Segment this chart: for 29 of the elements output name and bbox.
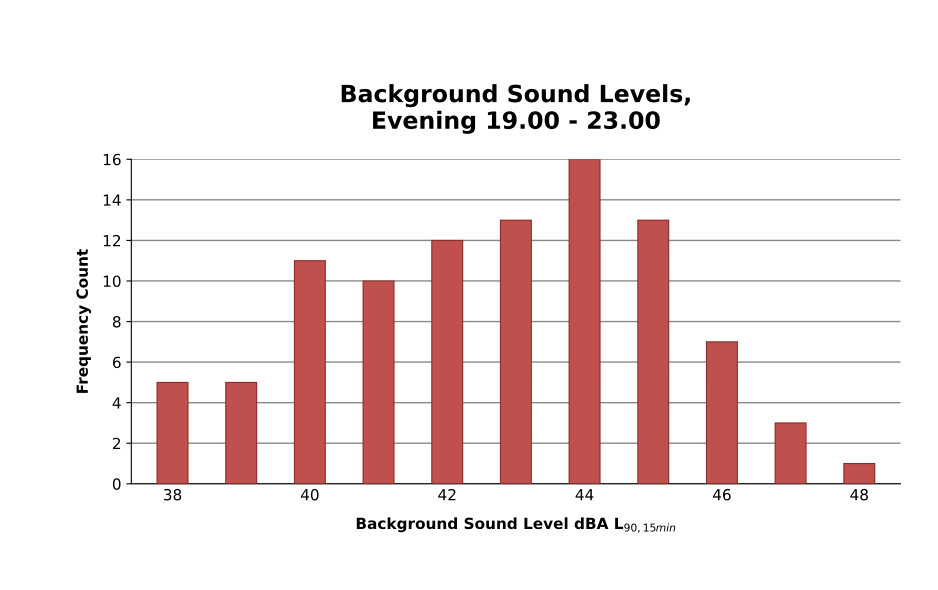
y-tick-label: 6 <box>112 356 121 368</box>
y-tick-label: 14 <box>104 194 121 206</box>
y-tick-label: 12 <box>104 234 120 246</box>
bar <box>294 260 326 484</box>
x-tick-label: 48 <box>850 488 868 500</box>
y-tick-label: 8 <box>112 316 121 328</box>
bar <box>431 240 464 484</box>
chart-title: Background Sound Levels, Evening 19.00 - 23.00 <box>342 84 690 134</box>
x-tick-label: 40 <box>300 488 319 500</box>
x-axis-title: Background Sound Level dBA L$_{90,15min}$ <box>356 517 676 533</box>
bar <box>500 220 532 484</box>
y-tick-label: 4 <box>112 397 121 408</box>
bar <box>706 341 738 484</box>
y-tick-label: 10 <box>104 275 121 288</box>
bar <box>637 220 670 484</box>
bar <box>568 159 601 484</box>
x-tick-label: 46 <box>712 488 731 500</box>
x-tick-label: 38 <box>164 488 182 500</box>
y-tick-label: 16 <box>104 154 121 166</box>
bar <box>843 462 876 484</box>
x-tick-label: 42 <box>438 488 456 500</box>
y-axis-title: Frequency Count <box>76 249 92 393</box>
y-tick-label: 0 <box>112 478 121 490</box>
bar <box>156 382 189 484</box>
bar <box>774 422 807 484</box>
bar <box>362 280 395 484</box>
y-tick-label: 2 <box>112 438 120 450</box>
x-tick-label: 44 <box>576 489 594 500</box>
bar <box>225 382 258 484</box>
